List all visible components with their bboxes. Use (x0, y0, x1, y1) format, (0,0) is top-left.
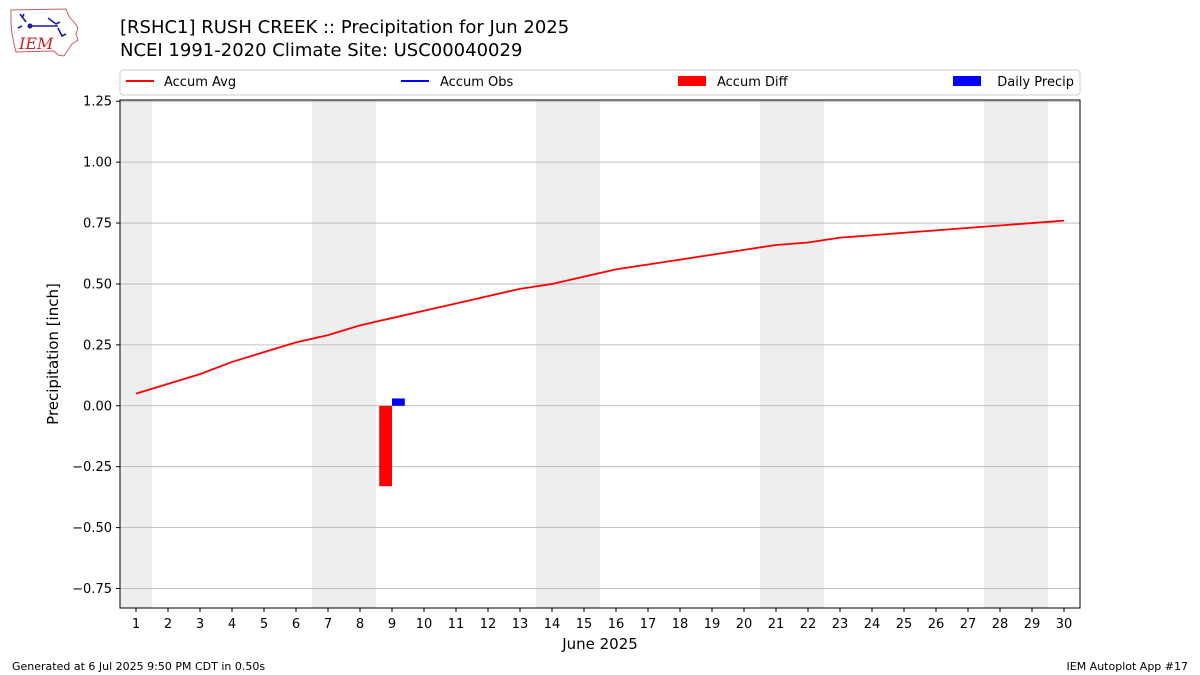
weekend-shade-band (312, 100, 376, 608)
y-tick-label: 0.25 (83, 338, 112, 353)
x-axis-label: June 2025 (561, 635, 638, 653)
legend-accum-obs: Accum Obs (401, 75, 513, 90)
weekend-shade-band (984, 100, 1048, 608)
x-tick-label: 4 (228, 617, 236, 632)
x-tick-label: 7 (324, 617, 332, 632)
x-tick-label: 6 (292, 617, 300, 632)
legend-accum-diff: Accum Diff (678, 75, 789, 90)
weather-symbols-icon (17, 13, 67, 38)
weekend-shade-band (536, 100, 600, 608)
x-tick-label: 30 (1056, 617, 1073, 632)
x-tick-label: 16 (608, 617, 625, 632)
bars (379, 398, 405, 487)
y-tick-label: 1.25 (83, 95, 112, 110)
legend-label: Daily Precip (997, 75, 1074, 90)
x-tick-label: 26 (928, 617, 945, 632)
legend-accum-avg: Accum Avg (126, 75, 236, 90)
x-tick-label: 18 (672, 617, 689, 632)
x-tick-label: 13 (512, 617, 529, 632)
legend-label: Accum Obs (440, 75, 513, 90)
y-tick-label: 0.50 (83, 277, 112, 292)
generated-timestamp: Generated at 6 Jul 2025 9:50 PM CDT in 0… (12, 660, 266, 673)
app-credit: IEM Autoplot App #17 (1066, 660, 1189, 673)
x-tick-label: 2 (164, 617, 172, 632)
x-axis-ticks: 1 2 3 4 5 6 7 8 9 10 11 12 13 14 15 16 17 18 19 20 21 22 23 24 2… (132, 608, 1072, 632)
y-gridlines (120, 100, 1080, 589)
x-tick-label: 27 (960, 617, 977, 632)
y-tick-label: 0.75 (83, 217, 112, 232)
x-tick-label: 21 (768, 617, 785, 632)
legend-patch-swatch (678, 76, 706, 86)
x-tick-label: 8 (356, 617, 364, 632)
x-tick-label: 15 (576, 617, 593, 632)
y-tick-label: −0.75 (72, 582, 112, 597)
weekend-shade-band (760, 100, 824, 608)
x-tick-label: 17 (640, 617, 657, 632)
x-tick-label: 14 (544, 617, 561, 632)
chart-title: [RSHC1] RUSH CREEK :: Precipitation for … (120, 17, 570, 38)
logo-text: IEM (18, 34, 54, 53)
y-tick-label: 0.00 (83, 399, 112, 414)
accum-avg-line (135, 219, 1065, 395)
legend-patch-swatch (953, 76, 981, 86)
lines (135, 219, 1065, 395)
x-tick-label: 3 (196, 617, 204, 632)
x-tick-label: 23 (832, 617, 849, 632)
x-tick-label: 22 (800, 617, 817, 632)
iowa-outline-icon (10, 8, 79, 57)
weekend-shading (120, 100, 1048, 608)
x-tick-label: 12 (480, 617, 497, 632)
y-tick-label: 1.00 (83, 156, 112, 171)
accum-diff-bar (379, 405, 392, 487)
y-axis-label: Precipitation [inch] (44, 283, 62, 425)
x-tick-label: 11 (448, 617, 465, 632)
legend-box (119, 69, 1081, 96)
x-tick-label: 20 (736, 617, 753, 632)
y-tick-label: −0.25 (72, 460, 112, 475)
x-tick-label: 28 (992, 617, 1009, 632)
x-tick-label: 25 (896, 617, 913, 632)
chart-subtitle: NCEI 1991-2020 Climate Site: USC00040029 (120, 40, 523, 61)
y-tick-label: −0.50 (72, 521, 112, 536)
x-tick-label: 29 (1024, 617, 1041, 632)
legend-label: Accum Diff (717, 75, 789, 90)
x-tick-label: 24 (864, 617, 881, 632)
plot-frame (119, 99, 1081, 609)
weekend-shade-band (120, 100, 152, 608)
x-tick-label: 1 (132, 617, 140, 632)
y-axis-ticks: 1.25 1.00 0.75 0.50 0.25 0.00 −0.25 −0.50 −0.75 (72, 95, 120, 597)
legend-daily-precip: Daily Precip (953, 75, 1074, 90)
daily-precip-bar (392, 398, 405, 406)
legend: Accum Avg Accum Obs Accum Diff Daily Precip (119, 69, 1081, 96)
legend-label: Accum Avg (164, 75, 236, 90)
x-tick-label: 10 (416, 617, 433, 632)
x-tick-label: 19 (704, 617, 721, 632)
x-tick-label: 9 (388, 617, 396, 632)
iem-logo: IEM (10, 8, 79, 57)
x-tick-label: 5 (260, 617, 268, 632)
